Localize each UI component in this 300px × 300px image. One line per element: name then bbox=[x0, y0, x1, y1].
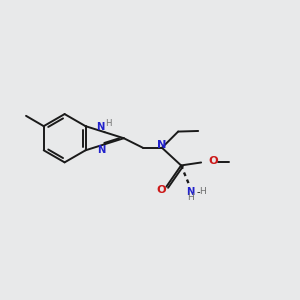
Text: N: N bbox=[186, 187, 195, 197]
Text: H: H bbox=[187, 193, 194, 202]
Text: H: H bbox=[105, 118, 111, 127]
Text: N: N bbox=[98, 145, 106, 155]
Text: -: - bbox=[197, 187, 201, 197]
Text: O: O bbox=[208, 156, 218, 166]
Text: N: N bbox=[157, 140, 167, 150]
Text: N: N bbox=[96, 122, 104, 132]
Text: O: O bbox=[156, 185, 166, 195]
Text: H: H bbox=[200, 188, 206, 196]
